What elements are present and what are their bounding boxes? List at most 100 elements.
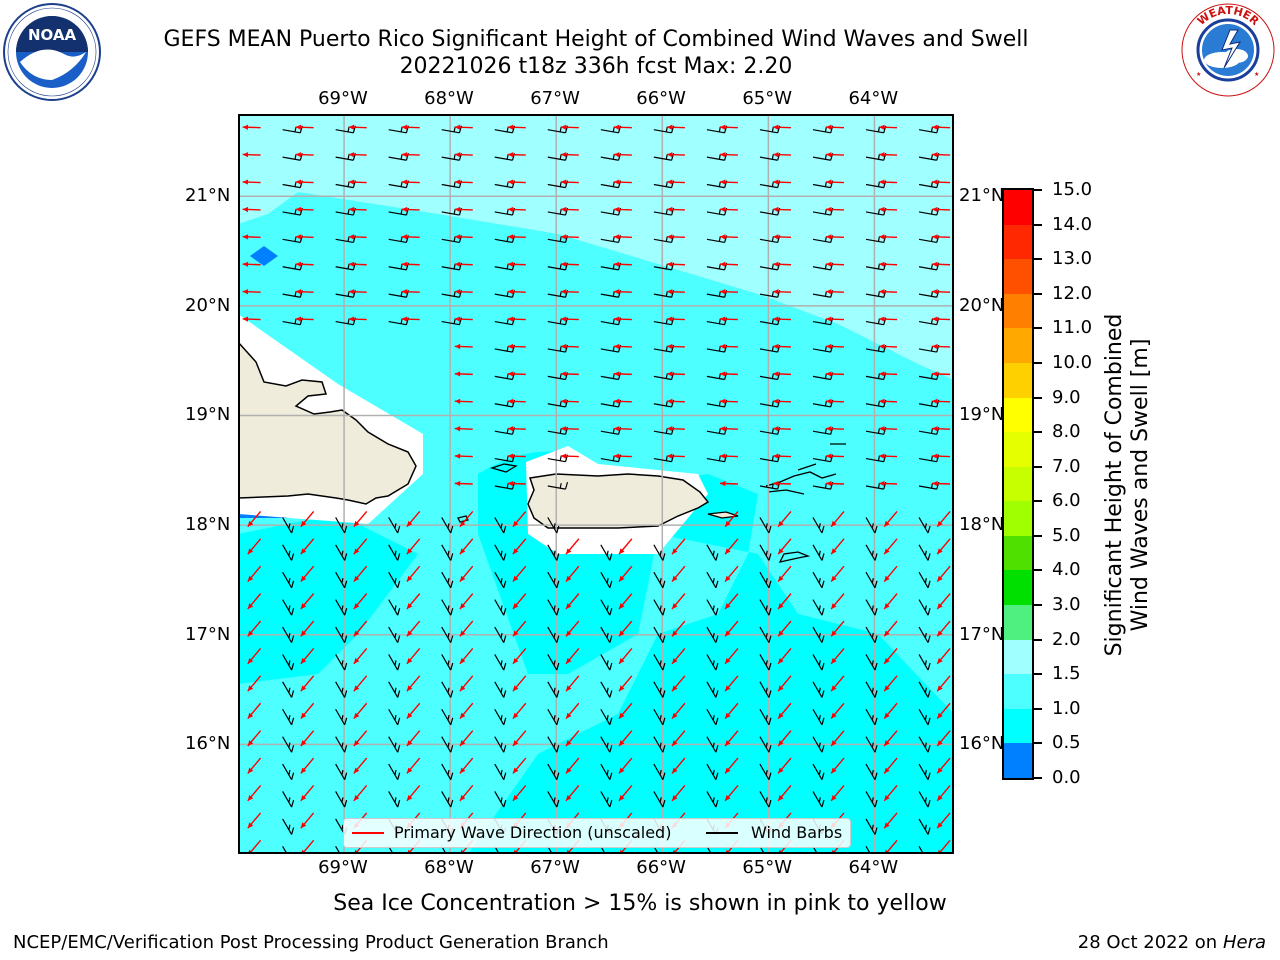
wave-direction-arrow [560, 398, 579, 404]
wave-direction-arrow [666, 261, 685, 267]
colorbar-tick [1034, 465, 1042, 468]
wave-direction-arrow [777, 730, 792, 747]
colorbar-tick [1034, 777, 1042, 779]
colorbar-tick [1034, 534, 1042, 537]
lon-label-bottom: 66°W [636, 857, 686, 878]
wind-barb [812, 736, 825, 753]
wave-direction-arrow [613, 426, 632, 432]
wave-direction-arrow [401, 124, 420, 130]
wave-direction-arrow [353, 757, 368, 774]
sea-ice-caption: Sea Ice Concentration > 15% is shown in … [333, 891, 947, 916]
wave-direction-arrow [671, 757, 686, 774]
wave-direction-arrow [772, 343, 792, 350]
wave-direction-arrow [772, 124, 792, 130]
wind-barb [759, 681, 772, 698]
land-desecheo [489, 463, 518, 473]
wave-direction-arrow [932, 343, 951, 350]
wave-direction-arrow [565, 757, 580, 774]
wave-direction-arrow [777, 620, 792, 637]
wave-direction-arrow [772, 152, 792, 158]
wave-direction-arrow [507, 398, 526, 404]
wave-direction-arrow [932, 179, 951, 185]
svg-text:★: ★ [1196, 71, 1201, 78]
wave-direction-arrow [454, 179, 473, 185]
wave-direction-arrow [295, 261, 314, 267]
wind-barb [865, 654, 878, 671]
ocean-blue-spot [250, 246, 278, 266]
wave-direction-arrow [507, 426, 526, 432]
wind-barb [388, 736, 401, 753]
wave-direction-arrow [830, 675, 845, 692]
wind-barb [918, 544, 931, 561]
wind-barb [865, 517, 878, 534]
wind-barb [388, 654, 401, 671]
wave-direction-arrow [353, 647, 368, 665]
wave-direction-arrow [454, 343, 473, 350]
wave-direction-arrow [507, 179, 526, 185]
wave-direction-arrow [300, 730, 315, 747]
map-canvas [238, 114, 954, 854]
wave-direction-arrow [830, 702, 845, 720]
wind-barb [812, 654, 825, 671]
wave-direction-arrow [507, 343, 526, 350]
wave-direction-arrow [459, 620, 474, 637]
wave-direction-arrow [560, 289, 579, 295]
wave-direction-arrow [613, 124, 632, 130]
colorbar-label: 6.0 [1052, 490, 1081, 512]
wave-direction-arrow [247, 565, 262, 582]
wind-barb [812, 681, 825, 698]
wave-direction-arrow [936, 593, 951, 610]
noaa-logo-text: NOAA [28, 26, 77, 44]
wave-direction-arrow [454, 480, 473, 487]
wave-direction-arrow [932, 316, 951, 322]
wave-direction-arrow [454, 426, 473, 432]
wind-barb [282, 571, 295, 589]
wind-barb [706, 763, 719, 780]
wave-direction-arrow [560, 426, 579, 432]
wave-direction-arrow [560, 234, 579, 240]
wave-direction-arrow [936, 730, 951, 747]
wave-direction-arrow [512, 757, 527, 774]
colorbar-tick [1034, 258, 1042, 261]
lat-label-left: 17°N [185, 623, 231, 645]
wind-barb [865, 681, 878, 698]
wind-barb [494, 517, 507, 534]
wind-barb [600, 599, 613, 616]
wind-barb [653, 681, 666, 698]
wave-direction-arrow [826, 152, 845, 158]
wave-direction-arrow [879, 371, 898, 377]
lon-label-top: 65°W [742, 88, 793, 109]
wave-direction-arrow [883, 785, 898, 802]
wave-direction-arrow [883, 538, 898, 555]
wind-barb [494, 736, 507, 753]
wave-direction-arrow [348, 261, 367, 267]
colorbar-tick [1034, 742, 1042, 745]
wind-barb [441, 736, 454, 753]
wind-barb [706, 654, 719, 671]
wind-barb [441, 763, 454, 780]
colorbar [1002, 188, 1034, 780]
wave-direction-arrow [300, 785, 315, 802]
wave-direction-arrow [454, 289, 473, 295]
wind-barb [547, 544, 560, 561]
wave-direction-arrow [719, 398, 738, 404]
vector-field [242, 124, 951, 854]
wave-direction-arrow [618, 647, 633, 665]
wave-direction-arrow [666, 206, 685, 213]
wave-direction-arrow [300, 510, 315, 528]
wind-barb [653, 763, 666, 780]
wave-direction-arrow [613, 206, 632, 213]
wave-direction-arrow [454, 124, 473, 130]
wind-barb [653, 626, 666, 643]
wind-barb [706, 708, 719, 726]
wave-direction-arrow [454, 152, 473, 158]
lat-label-left: 20°N [185, 294, 231, 316]
wind-barb [600, 626, 613, 643]
wave-direction-arrow [830, 647, 845, 665]
colorbar-cell [1004, 432, 1032, 468]
wind-barb [494, 708, 507, 726]
wave-direction-arrow [406, 675, 421, 692]
wave-direction-arrow [406, 702, 421, 720]
colorbar-cell [1004, 708, 1032, 744]
wave-direction-arrow [507, 480, 526, 487]
